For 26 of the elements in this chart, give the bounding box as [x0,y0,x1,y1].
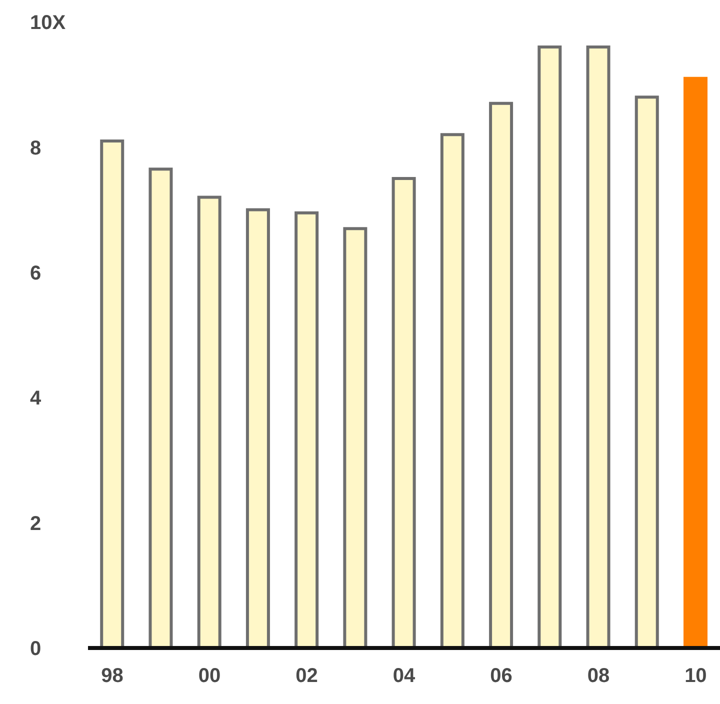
x-tick-label: 04 [392,665,416,688]
bar [586,46,610,648]
bar [148,168,173,648]
bar [440,133,464,648]
bar [538,46,562,648]
bar [489,102,514,648]
bar [100,139,124,648]
bar [294,211,319,648]
bar [197,196,222,648]
bar [683,76,708,648]
x-tick-label: 10 [684,665,707,688]
x-tick-label: 08 [587,665,610,688]
y-tick-label: 6 [30,262,42,284]
x-tick-label: 06 [490,665,512,688]
bar [246,208,270,648]
y-tick-label: 4 [30,388,42,410]
x-tick-label: 00 [198,665,221,688]
x-tick-label: 02 [296,665,318,688]
y-tick-label: 8 [30,137,42,160]
bar [343,227,368,648]
bar [634,96,659,648]
y-tick-label: 2 [30,512,42,535]
bar [392,177,416,648]
y-tick-label: 10X [30,12,66,34]
y-tick-label: 0 [30,638,42,660]
x-tick-label: 98 [101,665,124,688]
